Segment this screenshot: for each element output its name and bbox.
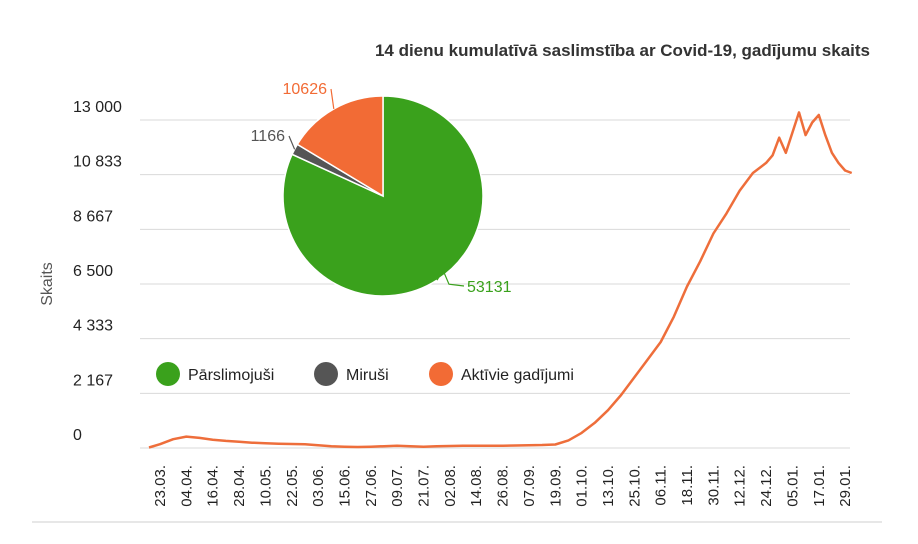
x-tick-label: 30.11.	[705, 465, 722, 506]
x-tick-label: 24.12.	[758, 465, 775, 507]
x-tick-label: 23.03.	[152, 465, 169, 507]
line-series-layer	[148, 111, 853, 449]
x-tick-label: 16.04.	[205, 465, 222, 507]
legend-marker	[314, 362, 338, 386]
y-tick-label: 6 500	[73, 263, 113, 280]
y-ticks-layer: 0 2 167 4 333 6 500 8 667 10 833 13 000	[73, 99, 122, 444]
x-ticks-layer: 23.03. 04.04. 16.04. 28.04. 10.05. 22.05. 03.0…	[152, 465, 854, 507]
pie-slice	[296, 95, 384, 198]
y-tick-label: 2 167	[73, 372, 113, 389]
x-tick-label: 26.08.	[495, 465, 512, 507]
grid-layer	[140, 119, 850, 449]
y-tick-label: 10 833	[73, 154, 122, 171]
x-tick-label: 17.01.	[811, 465, 828, 507]
pie-leader-line	[288, 135, 296, 150]
legend-label: Aktīvie gadījumi	[461, 367, 574, 384]
pie-chart: 53131 1166 10626	[251, 81, 512, 297]
x-tick-label: 22.05.	[284, 465, 301, 507]
x-tick-label: 03.06.	[310, 465, 327, 507]
legend-marker	[156, 362, 180, 386]
line-series	[148, 111, 853, 449]
x-tick-label: 09.07.	[389, 465, 406, 507]
pie-slice-label: 1166	[251, 128, 286, 145]
x-tick-label: 21.07.	[416, 465, 433, 507]
y-axis-label: Skaits	[39, 262, 56, 306]
x-tick-label: 29.01.	[837, 465, 854, 507]
x-tick-label: 14.08.	[468, 465, 485, 507]
legend-label: Miruši	[346, 367, 389, 384]
x-tick-label: 10.05.	[257, 465, 274, 507]
x-tick-label: 02.08.	[442, 465, 459, 507]
x-tick-label: 05.01.	[784, 465, 801, 507]
legend-marker	[429, 362, 453, 386]
chart-title: 14 dienu kumulatīvā saslimstība ar Covid…	[375, 41, 870, 60]
x-tick-label: 01.10.	[574, 465, 591, 507]
y-tick-label: 4 333	[73, 318, 113, 335]
y-tick-label: 8 667	[73, 208, 113, 225]
legend: Pārslimojuši Miruši Aktīvie gadījumi	[156, 362, 574, 386]
pie-slice-label: 10626	[283, 81, 328, 98]
y-tick-label: 0	[73, 427, 82, 444]
legend-label: Pārslimojuši	[188, 367, 274, 384]
x-tick-label: 13.10.	[600, 465, 617, 507]
x-tick-label: 25.10.	[626, 465, 643, 507]
pie-leader-line	[330, 88, 335, 109]
pie-leader-line	[436, 268, 465, 287]
x-tick-label: 15.06.	[336, 465, 353, 507]
x-tick-label: 04.04.	[178, 465, 195, 507]
x-tick-label: 19.09.	[547, 465, 564, 507]
x-tick-label: 28.04.	[231, 465, 248, 507]
x-tick-label: 18.11.	[679, 465, 696, 506]
x-tick-label: 06.11.	[653, 465, 670, 506]
x-tick-label: 12.12.	[732, 465, 749, 507]
y-tick-label: 13 000	[73, 99, 122, 116]
x-tick-label: 27.06.	[363, 465, 380, 507]
x-tick-label: 07.09.	[521, 465, 538, 507]
pie-slice-label: 53131	[467, 279, 512, 296]
